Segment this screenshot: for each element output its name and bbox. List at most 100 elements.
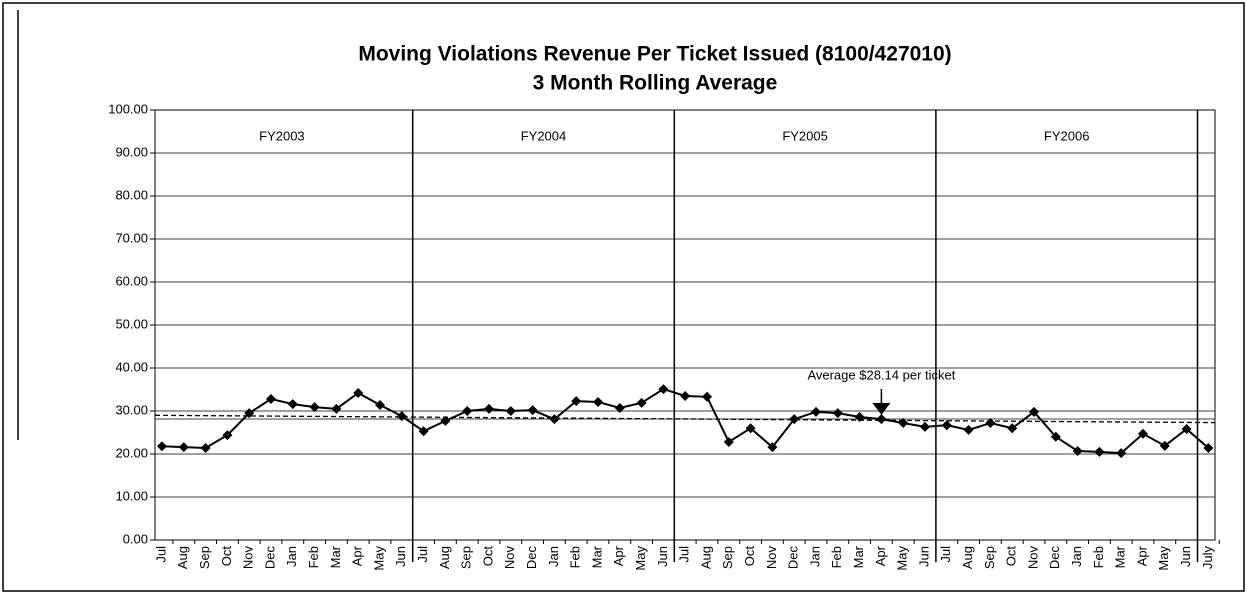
period-label: FY2004 (521, 128, 567, 143)
chart-subtitle: 3 Month Rolling Average (533, 72, 778, 95)
data-point (811, 406, 821, 417)
data-point (244, 408, 255, 419)
x-tick-label: Apr (611, 545, 626, 566)
x-tick-label: Jul (415, 546, 430, 563)
x-tick-label: Jul (153, 546, 168, 563)
x-tick-label: Dec (1047, 546, 1062, 570)
data-point (832, 408, 843, 419)
x-tick-label: Oct (742, 546, 757, 567)
data-point (287, 399, 298, 410)
data-point (571, 396, 582, 407)
period-label: FY2006 (1044, 128, 1090, 143)
x-tick-label: May (1156, 546, 1171, 571)
y-tick-label: 60.00 (115, 273, 148, 288)
x-tick-label: May (895, 546, 910, 571)
y-tick-label: 30.00 (115, 402, 148, 417)
x-tick-label: Aug (175, 546, 190, 569)
data-point (375, 399, 385, 410)
x-tick-label: Sep (720, 546, 735, 569)
data-point (527, 405, 538, 416)
data-point (1181, 424, 1192, 435)
data-point (505, 406, 516, 416)
data-point (549, 414, 560, 425)
x-tick-label: Dec (524, 546, 539, 570)
data-point (723, 436, 734, 447)
data-point (1116, 448, 1127, 459)
x-tick-label: Mar (328, 545, 343, 568)
x-tick-label: Aug (698, 546, 713, 569)
data-point (331, 403, 342, 414)
x-tick-label: Apr (873, 545, 888, 566)
y-tick-label: 10.00 (115, 488, 148, 503)
x-tick-label: Oct (480, 546, 495, 567)
x-tick-label: Oct (1004, 546, 1019, 567)
data-point (222, 430, 233, 441)
data-point (614, 402, 625, 413)
data-point (767, 442, 778, 453)
data-point (636, 397, 647, 408)
data-point (680, 390, 691, 401)
data-point (266, 393, 276, 404)
x-tick-label: Sep (982, 546, 997, 569)
x-tick-label: Apr (350, 545, 365, 566)
x-tick-label: Mar (589, 545, 604, 568)
x-tick-label: Sep (197, 546, 212, 569)
data-point (854, 412, 865, 423)
x-tick-label: Aug (437, 546, 452, 569)
data-point (593, 396, 603, 407)
y-tick-label: 0.00 (123, 531, 148, 546)
data-point (702, 391, 712, 402)
data-point (745, 423, 756, 434)
x-tick-label: Jul (938, 546, 953, 563)
x-tick-label: Jun (393, 546, 408, 567)
data-point (462, 406, 473, 416)
data-point (1072, 445, 1083, 456)
x-tick-label: Oct (219, 546, 234, 567)
data-point (658, 384, 669, 395)
x-tick-label: Sep (459, 546, 474, 569)
data-point (440, 415, 451, 426)
data-point (963, 424, 974, 435)
data-point (353, 387, 364, 398)
y-tick-label: 100.00 (108, 101, 148, 116)
data-point (1138, 428, 1148, 439)
data-point (1029, 406, 1039, 417)
x-tick-label: Nov (1025, 546, 1040, 570)
data-point (396, 411, 407, 422)
data-point (789, 414, 800, 425)
x-tick-label: Mar (1113, 545, 1128, 568)
data-point (1050, 431, 1061, 442)
data-point (200, 442, 211, 453)
y-tick-label: 20.00 (115, 445, 148, 460)
x-tick-label: Nov (241, 546, 256, 570)
data-point (1007, 423, 1018, 434)
x-tick-label: May (371, 546, 386, 571)
x-tick-label: Mar (851, 545, 866, 568)
x-tick-label: Nov (502, 546, 517, 570)
x-tick-label: Feb (1091, 546, 1106, 568)
data-point (1094, 446, 1105, 457)
y-tick-label: 90.00 (115, 144, 148, 159)
x-tick-label: Jan (284, 546, 299, 567)
annotation-arrowhead (872, 402, 891, 415)
annotation-text: Average $28.14 per ticket (807, 367, 955, 382)
data-point (1203, 442, 1214, 453)
x-tick-label: Feb (306, 546, 321, 568)
data-point (309, 402, 320, 413)
data-point (941, 420, 952, 431)
chart-title: Moving Violations Revenue Per Ticket Iss… (358, 43, 951, 66)
data-point (484, 403, 494, 414)
data-point (1159, 440, 1170, 451)
period-label: FY2005 (782, 128, 828, 143)
trend-line (154, 414, 1216, 424)
x-tick-label: Jun (916, 546, 931, 567)
x-tick-label: Jan (1069, 546, 1084, 567)
period-label: FY2003 (259, 128, 305, 143)
x-tick-label: Feb (568, 546, 583, 568)
data-point (178, 442, 189, 453)
x-tick-label: Apr (1134, 545, 1149, 566)
x-tick-label: July (1200, 546, 1215, 570)
x-tick-label: Jun (1178, 546, 1193, 567)
